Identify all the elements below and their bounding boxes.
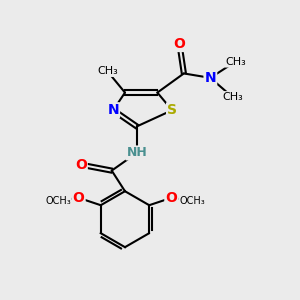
Text: N: N: [205, 71, 216, 85]
Text: CH₃: CH₃: [222, 92, 243, 102]
Text: O: O: [73, 191, 85, 205]
Text: N: N: [107, 103, 119, 117]
Text: OCH₃: OCH₃: [179, 196, 205, 206]
Text: CH₃: CH₃: [225, 57, 246, 67]
Text: OCH₃: OCH₃: [45, 196, 71, 206]
Text: O: O: [173, 37, 185, 51]
Text: O: O: [75, 158, 87, 172]
Text: NH: NH: [126, 146, 147, 159]
Text: CH₃: CH₃: [97, 66, 118, 76]
Text: S: S: [167, 103, 177, 117]
Text: O: O: [165, 191, 177, 205]
